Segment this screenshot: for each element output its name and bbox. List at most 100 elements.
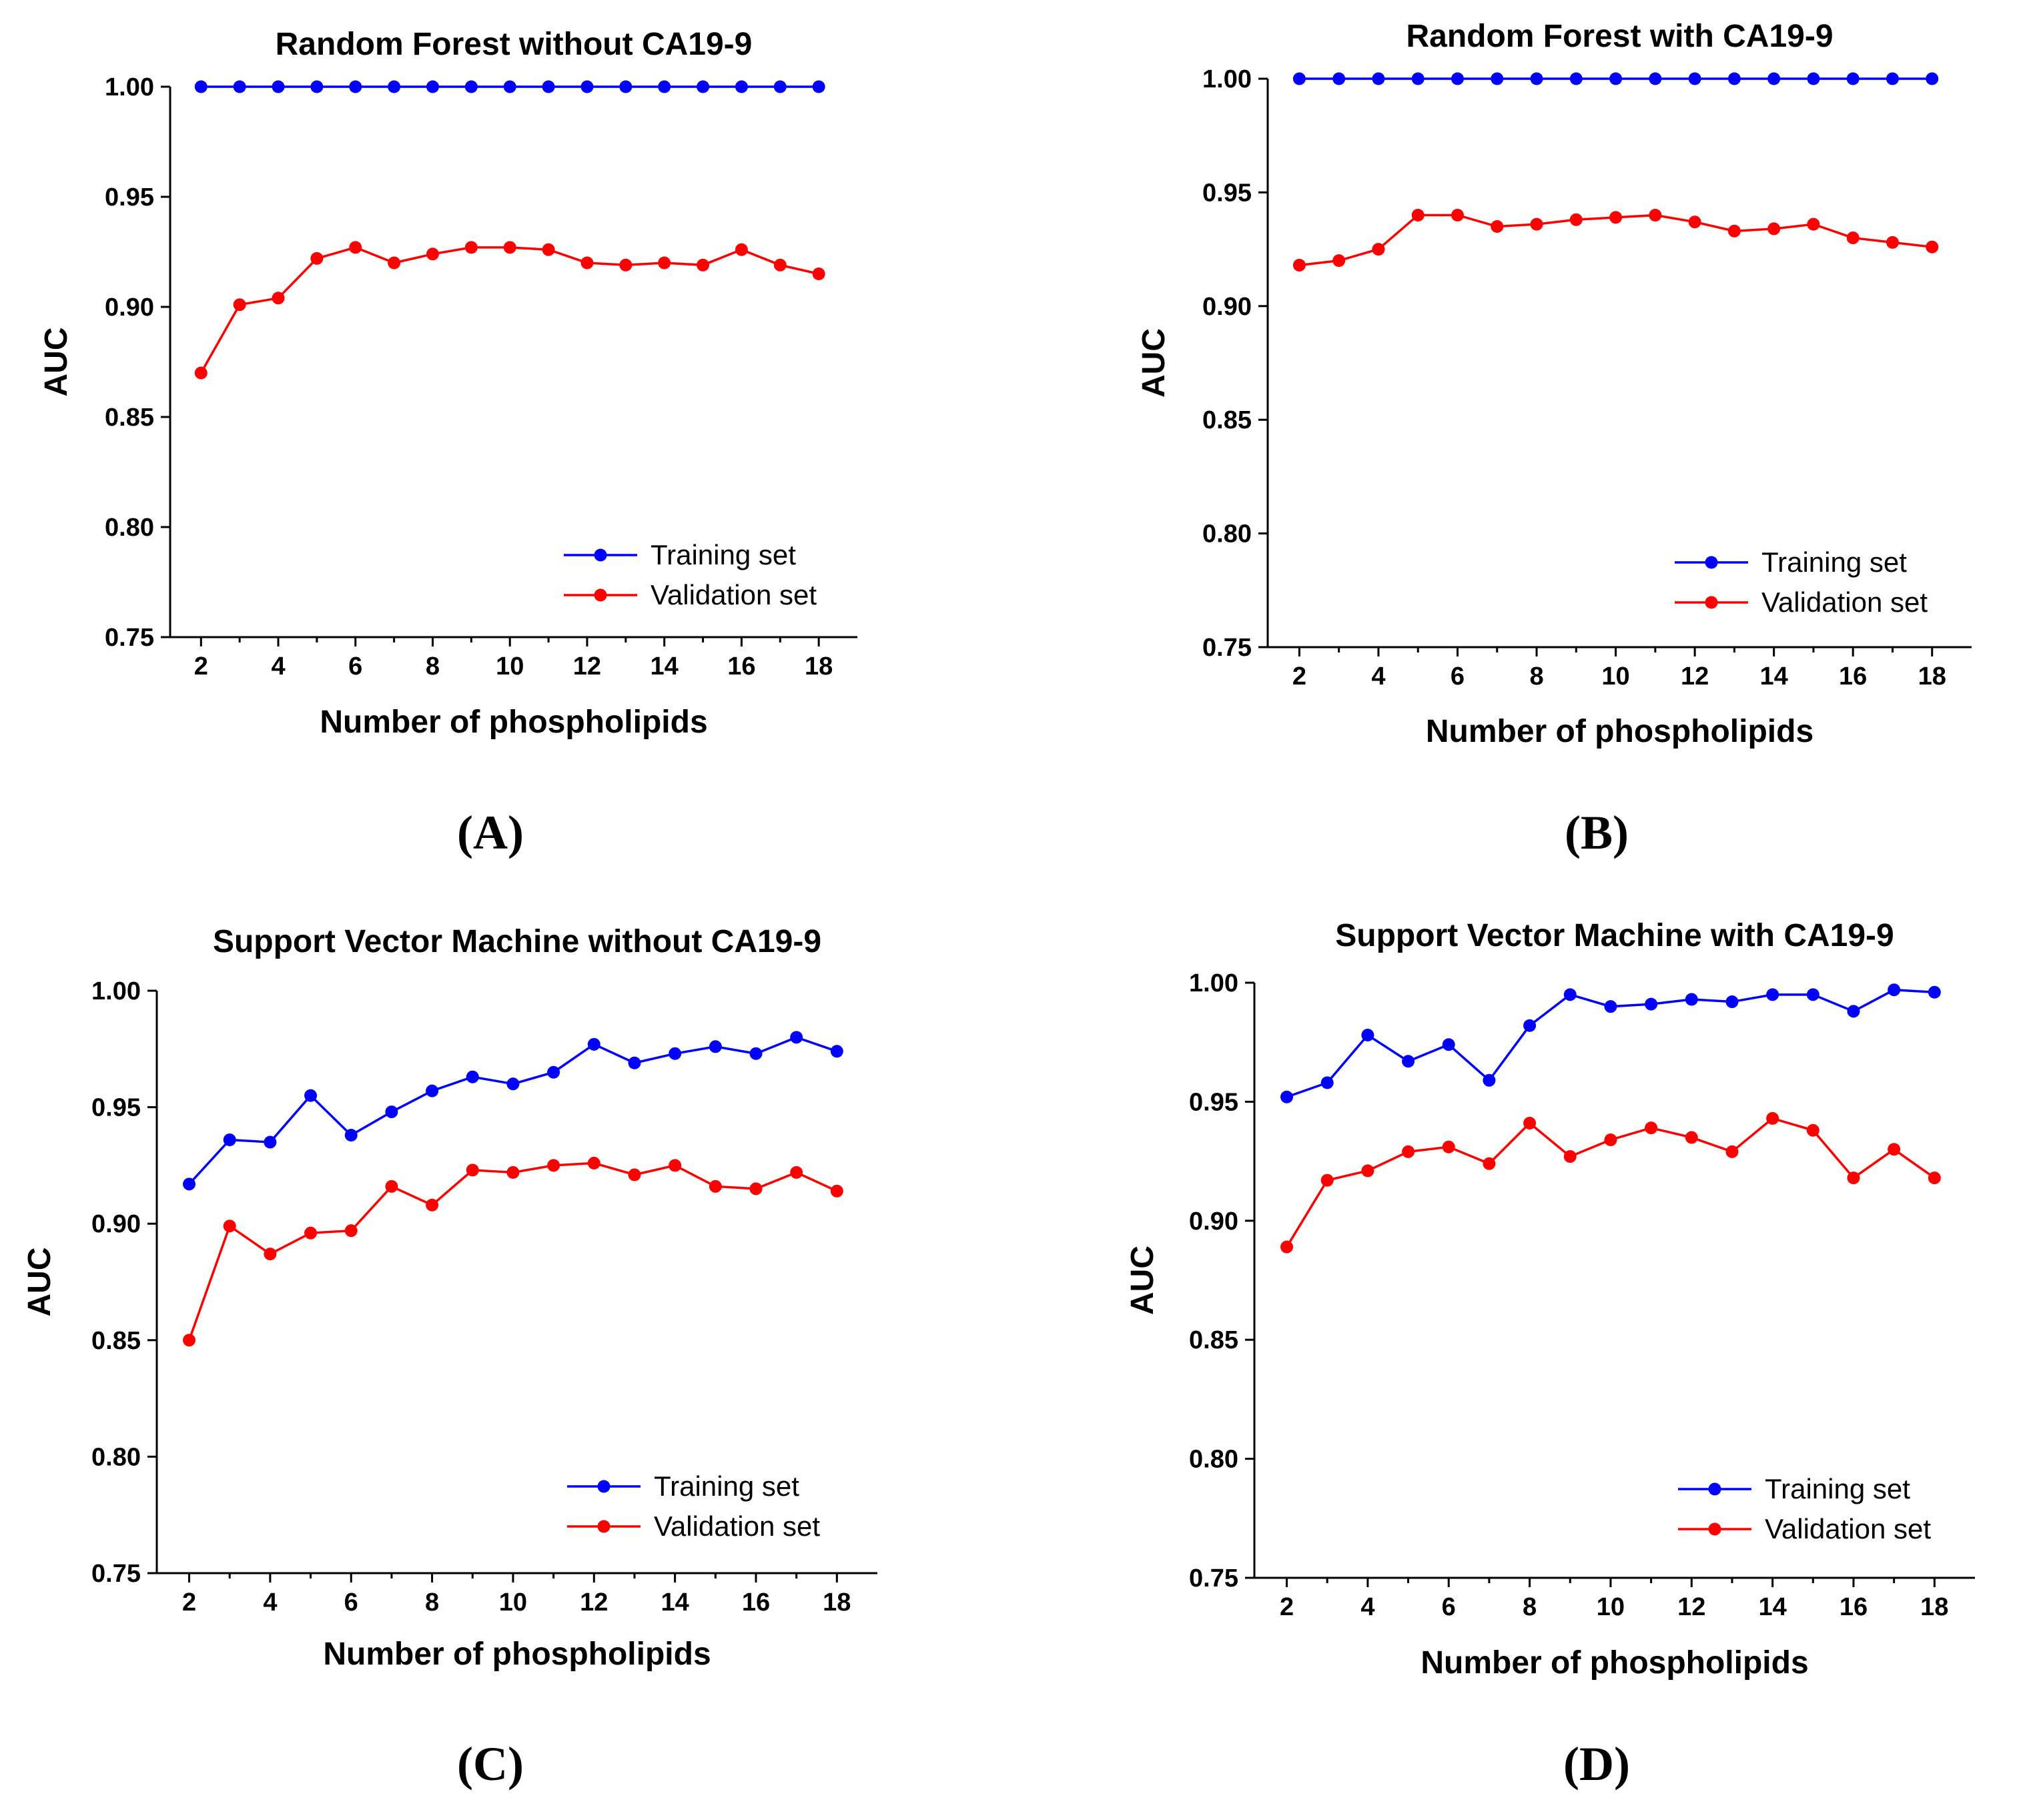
data-point-validation [1846, 232, 1860, 245]
data-point-validation [349, 241, 362, 254]
x-tick-label: 16 [1839, 662, 1867, 691]
data-point-validation [628, 1168, 641, 1182]
data-point-training [812, 80, 825, 93]
x-tick-label: 2 [194, 652, 208, 680]
x-tick-label: 12 [1681, 662, 1709, 691]
data-point-training [658, 80, 671, 93]
data-point-training [1280, 1090, 1294, 1103]
data-point-training [1886, 72, 1899, 85]
legend-label: Training set [651, 539, 796, 570]
x-axis-label: Number of phospholipids [1426, 714, 1813, 749]
data-point-validation [547, 1159, 560, 1172]
legend-label: Training set [654, 1470, 799, 1502]
legend-label: Training set [1761, 546, 1907, 578]
y-tick-label: 1.00 [1189, 969, 1238, 997]
panel-label: (A) [457, 806, 524, 859]
x-tick-label: 10 [496, 652, 524, 680]
data-point-training [466, 1070, 479, 1083]
data-point-validation [580, 256, 594, 270]
x-tick-label: 18 [1920, 1593, 1948, 1621]
y-axis-label: AUC [22, 1248, 57, 1317]
data-point-validation [344, 1224, 358, 1238]
x-tick-label: 4 [1371, 662, 1385, 691]
data-point-validation [1926, 240, 1939, 254]
y-tick-label: 0.95 [1189, 1088, 1238, 1116]
chart-title: Random Forest without CA19-9 [276, 27, 753, 62]
data-point-training [619, 80, 633, 93]
data-point-training [1320, 1076, 1334, 1089]
data-point-validation [812, 268, 825, 280]
data-point-training [1766, 988, 1779, 1001]
chart-title: Random Forest with CA19-9 [1406, 19, 1833, 54]
data-point-training [542, 80, 555, 93]
panel-label: (B) [1565, 806, 1629, 859]
data-point-validation [272, 292, 285, 305]
x-tick-label: 16 [1840, 1593, 1868, 1621]
legend-marker [594, 588, 607, 602]
data-point-training [1928, 985, 1941, 999]
data-point-training [1361, 1028, 1374, 1041]
y-tick-label: 0.90 [1202, 293, 1252, 321]
data-point-validation [506, 1166, 520, 1179]
y-tick-label: 0.90 [105, 294, 154, 322]
y-tick-label: 0.85 [91, 1327, 141, 1355]
data-point-validation [830, 1184, 843, 1198]
data-point-validation [1280, 1240, 1294, 1254]
legend-marker [1705, 596, 1718, 609]
legend-label: Validation set [651, 579, 817, 610]
data-point-training [1491, 72, 1504, 85]
data-point-training [388, 80, 401, 93]
data-point-training [385, 1105, 398, 1119]
data-point-validation [1806, 1123, 1820, 1137]
y-tick-label: 0.75 [91, 1560, 141, 1588]
x-tick-label: 2 [1280, 1593, 1294, 1621]
chart-panel-0: 0.75 0.80 0.85 0.90 0.95 1.00 2 4 6 8 10 12 14 16 18 Ra… [39, 27, 857, 859]
data-point-validation [587, 1156, 600, 1170]
data-point-validation [1563, 1150, 1577, 1163]
data-point-training [1483, 1073, 1496, 1087]
data-point-validation [1807, 217, 1820, 231]
data-point-validation [1292, 258, 1306, 272]
data-point-validation [388, 256, 401, 270]
data-point-training [272, 80, 285, 93]
y-tick-label: 0.75 [1189, 1564, 1238, 1592]
data-point-training [790, 1031, 803, 1044]
y-tick-label: 0.80 [1202, 520, 1252, 548]
panel-label: (D) [1563, 1737, 1630, 1791]
x-tick-label: 6 [1442, 1593, 1456, 1621]
y-tick-label: 0.80 [91, 1443, 141, 1471]
data-point-validation [773, 258, 787, 272]
y-tick-label: 0.80 [105, 514, 154, 542]
chart-title: Support Vector Machine without CA19-9 [213, 924, 821, 959]
data-point-validation [1886, 236, 1899, 249]
y-tick-label: 1.00 [1202, 65, 1252, 93]
data-point-validation [735, 243, 748, 256]
data-point-validation [1727, 224, 1741, 238]
data-point-validation [466, 1164, 479, 1177]
x-tick-label: 8 [426, 652, 440, 680]
data-point-training [628, 1056, 641, 1069]
data-point-validation [1491, 220, 1504, 234]
data-point-training [1645, 997, 1658, 1011]
y-tick-label: 0.90 [1189, 1208, 1238, 1236]
chart-panel-3: 0.75 0.80 0.85 0.90 0.95 1.00 2 4 6 8 10 12 14 16 18 Su… [1125, 918, 1975, 1791]
x-tick-label: 4 [263, 1588, 277, 1617]
data-point-training [1685, 993, 1698, 1006]
data-point-training [223, 1133, 236, 1146]
data-point-validation [1569, 213, 1583, 226]
x-tick-label: 6 [1451, 662, 1465, 691]
x-tick-label: 4 [271, 652, 285, 680]
data-point-training [697, 80, 710, 93]
x-axis-label: Number of phospholipids [323, 1637, 711, 1672]
data-point-validation [1609, 211, 1623, 224]
data-point-training [830, 1045, 843, 1058]
data-point-validation [709, 1180, 722, 1193]
x-tick-label: 18 [1918, 662, 1946, 691]
data-point-training [506, 1077, 520, 1091]
legend-marker [597, 1480, 611, 1493]
legend-marker [1705, 556, 1718, 569]
data-point-validation [1688, 215, 1701, 229]
data-point-validation [194, 366, 208, 380]
x-tick-label: 14 [1760, 662, 1788, 691]
data-point-training [1604, 1000, 1617, 1013]
